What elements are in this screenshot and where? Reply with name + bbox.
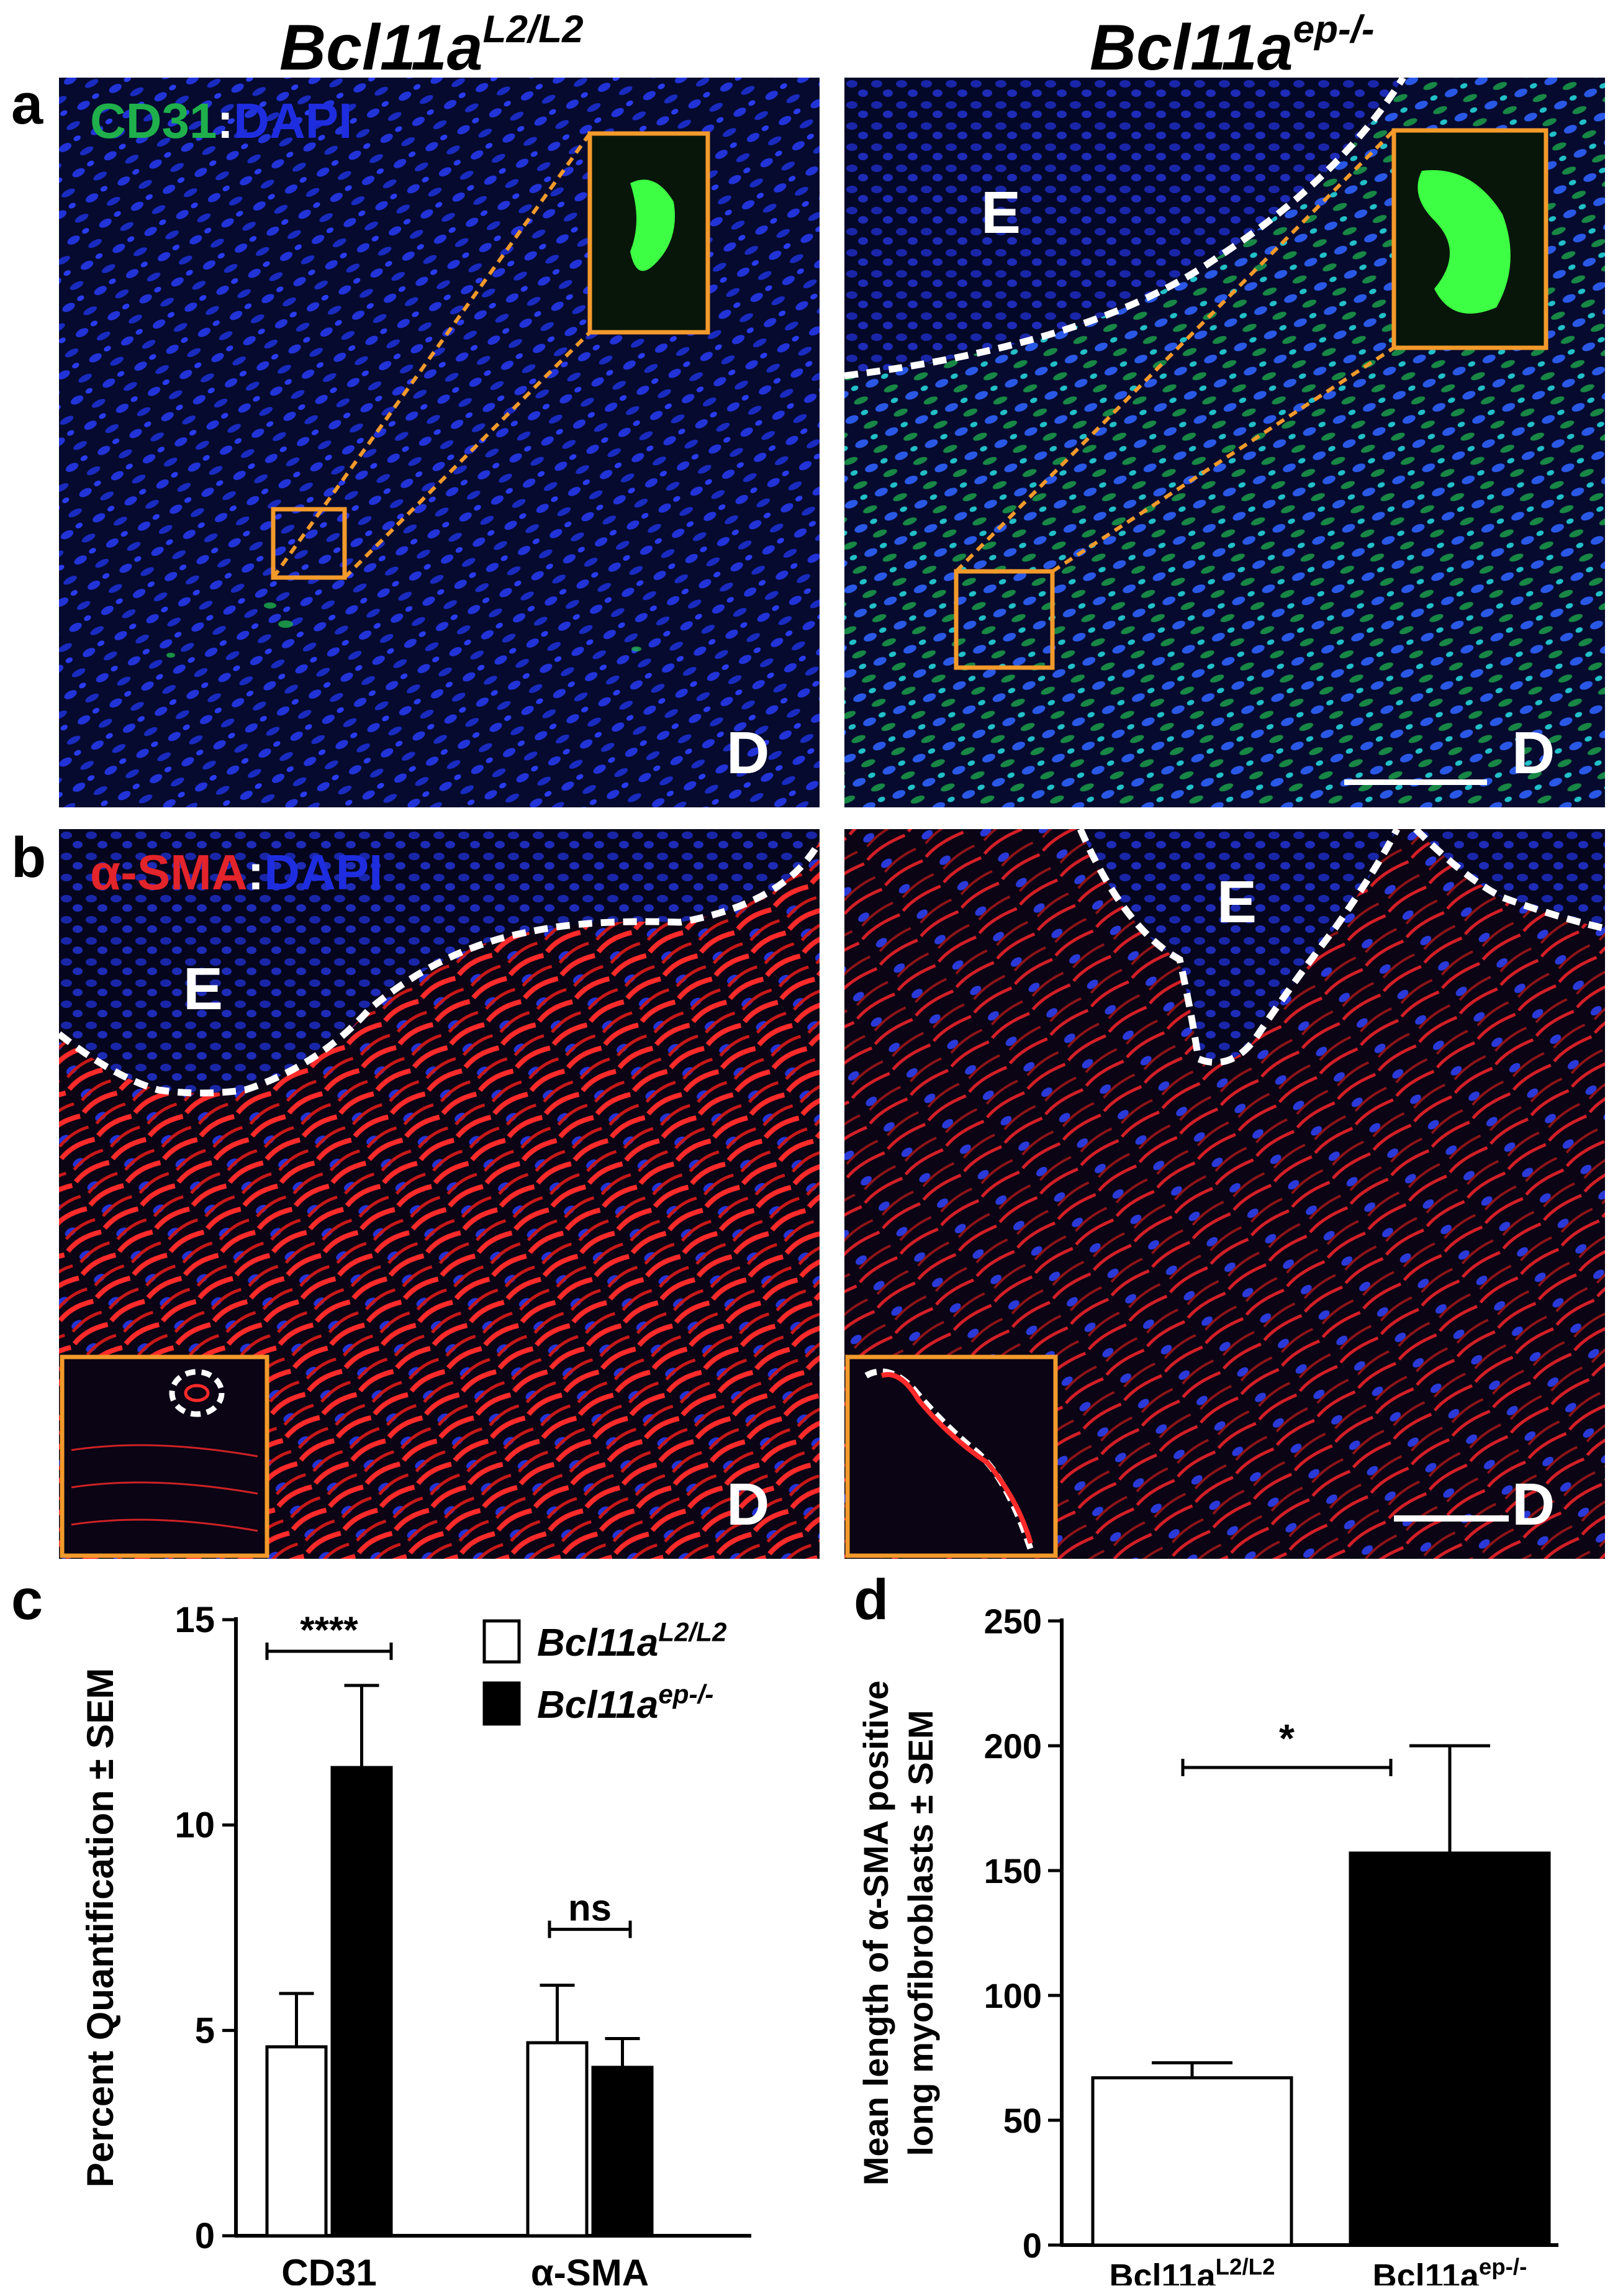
chart-mean-myofibroblast-length: 0 50 100 150 200 250 Mean length of α-SMA posi… [851,1596,1608,2295]
column-title-knockout-sup: ep-/- [1293,8,1375,52]
panel-label-a: a [11,73,43,136]
chart-d-svg: 0 50 100 150 200 250 Mean length of α-SMA posi… [856,1602,1558,2295]
region-label-dermis: D [1512,1471,1555,1538]
micrograph-asma-knockout: E D [844,829,1605,1559]
y-tick-label: 200 [984,1727,1042,1766]
panel-label-d: d [854,1568,889,1631]
x-tick-label-main: Bcl11a [1373,2257,1480,2285]
x-tick-label: CD31 [281,2252,376,2285]
x-tick-label: Bcl11aL2/L2 [1109,2254,1275,2285]
panel-label-b: b [11,826,47,889]
legend-swatch [482,1681,521,1726]
legend-label-main: Bcl11a [537,1622,658,1664]
y-tick-label: 250 [984,1602,1042,1641]
micrograph-cd31-knockout: E D [844,78,1605,807]
bar [265,2045,328,2238]
significance-label: ns [568,1887,612,1929]
stain-label-asma-dapi: α-SMA:DAPI [90,848,382,897]
stain-label-asma: α-SMA [90,845,248,900]
column-title-knockout: Bcl11aep-/- [1090,11,1375,80]
y-tick-label: 15 [174,1600,215,1640]
legend-label-sup: ep-/- [658,1679,713,1708]
stain-label-cd31: CD31 [90,93,217,148]
stain-label-sep: : [247,845,264,900]
region-label-epidermis: E [183,956,224,1022]
legend-label: Bcl11aep-/- [537,1679,713,1727]
region-label-dermis: D [726,1471,770,1538]
column-title-control-main: Bcl11a [279,12,483,84]
x-tick-label-main: Bcl11a [1109,2257,1216,2285]
y-tick-label: 100 [984,1976,1042,2015]
bar [526,2041,589,2238]
bar [1091,2076,1293,2247]
y-tick-label: 0 [1023,2226,1042,2265]
x-tick-label-sup: L2/L2 [1216,2254,1275,2279]
micrograph-cd31-control-image [59,78,820,807]
bar [1349,1851,1551,2247]
bar [330,1766,393,2238]
region-label-epidermis: E [981,179,1021,246]
y-axis-label: Percent Quantification ± SEM [81,1668,121,2187]
bar [591,2066,654,2238]
y-tick-label: 0 [195,2216,215,2256]
significance-label: * [1279,1716,1295,1761]
x-tick-label: α-SMA [531,2252,649,2285]
legend-label: Bcl11aL2/L2 [537,1617,727,1664]
column-title-control-sup: L2/L2 [482,8,584,52]
region-label-dermis: D [726,720,770,786]
stain-label-cd31-dapi: CD31:DAPI [90,96,352,146]
micrograph-cd31-control: CD31:DAPI D [59,78,820,807]
micrograph-asma-control-image [59,829,820,1559]
y-tick-label: 50 [1003,2101,1042,2140]
column-title-control: Bcl11aL2/L2 [279,11,584,80]
micrograph-cd31-knockout-image [844,78,1605,807]
y-tick-label: 10 [174,1805,215,1846]
stain-label-dapi: DAPI [264,845,383,900]
legend-label-main: Bcl11a [537,1684,658,1727]
y-tick-label: 150 [984,1851,1042,1890]
y-axis-label-line: long myofibroblasts ± SEM [901,1710,940,2156]
significance-label: **** [300,1609,358,1651]
x-tick-label-sup: ep-/- [1479,2254,1527,2279]
micrograph-asma-control: α-SMA:DAPI E D [59,829,820,1559]
chart-percent-quantification: 0 5 10 15 Percent Quantification ± SEM CD31 α-… [79,1596,813,2294]
micrograph-asma-knockout-image [844,829,1605,1559]
stain-label-sep: : [217,93,234,148]
column-title-knockout-main: Bcl11a [1090,12,1293,84]
y-axis-label-line: Mean length of α-SMA positive [856,1681,895,2185]
y-tick-label: 5 [195,2010,215,2051]
region-label-epidermis: E [1217,869,1257,935]
stain-label-dapi: DAPI [233,93,353,148]
chart-c-svg: 0 5 10 15 Percent Quantification ± SEM CD31 α-… [79,1600,751,2294]
x-tick-label: Bcl11aep-/- [1373,2254,1527,2285]
legend-swatch [482,1619,521,1664]
panel-label-c: c [11,1568,43,1631]
legend-label-sup: L2/L2 [658,1617,727,1646]
region-label-dermis: D [1512,720,1555,786]
